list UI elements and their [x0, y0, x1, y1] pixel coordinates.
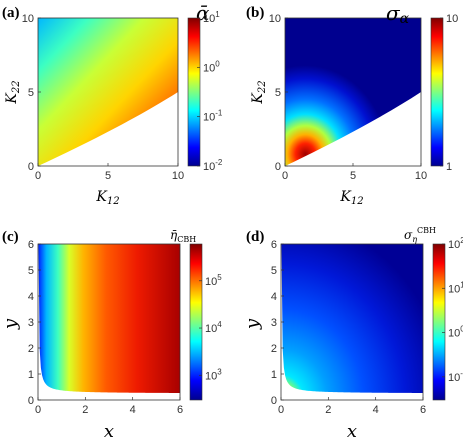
heatmap-b-field [285, 18, 421, 166]
y-tick-label: 10 [22, 13, 34, 25]
axes-a-ticks: 0 5 10 0 5 10 [22, 13, 184, 182]
y-tick-label: 3 [28, 317, 34, 329]
colorbar-tick-label: 10 [446, 13, 458, 25]
x-tick-label: 5 [350, 170, 356, 182]
colorbar-tick-label: 105 [205, 273, 222, 288]
xlabel-c: x [104, 421, 114, 442]
y-tick-label: 5 [275, 87, 281, 99]
x-tick-label: 2 [325, 404, 331, 416]
colorbar-d [432, 243, 446, 401]
y-tick-label: 2 [271, 343, 277, 355]
y-tick-label: 6 [28, 239, 34, 251]
colorbar-c-ticks: 105 104 103 [199, 273, 222, 382]
heatmap-a-field [38, 18, 178, 166]
colorbar-b [430, 17, 444, 167]
y-tick-label: 5 [271, 265, 277, 277]
title-d: σηCBH [404, 226, 436, 244]
ylabel-b: K22 [250, 80, 268, 104]
heatmap-c [38, 244, 180, 393]
axes-b-ticks: 0 5 10 0 5 10 [269, 13, 427, 182]
heatmap-a [38, 18, 178, 166]
axes-d-ticks: 0 2 4 6 0 1 2 3 4 5 6 [271, 239, 426, 416]
colorbar-tick-label: 10-1 [203, 109, 223, 124]
y-tick-label: 0 [28, 395, 34, 407]
heatmap-b [285, 18, 421, 166]
colorbar-tick-label: 104 [205, 320, 222, 335]
y-tick-label: 1 [271, 369, 277, 381]
panel-c: 0 2 4 6 0 1 2 3 4 5 6 (c) η̄CBH x y 105 104 103 [0, 228, 222, 442]
y-tick-label: 0 [271, 395, 277, 407]
ylabel-a: K22 [4, 80, 22, 104]
y-tick-label: 1 [28, 369, 34, 381]
colorbar-tick-label: 100 [203, 59, 220, 74]
panel-d: 0 2 4 6 0 1 2 3 4 5 6 (d) σηCBH x y 102 101 100 10-1 [242, 226, 463, 442]
colorbar-tick-label: 101 [448, 280, 463, 295]
colorbar-tick-label: 103 [205, 367, 222, 382]
y-tick-label: 5 [28, 265, 34, 277]
ylabel-c: y [0, 318, 21, 330]
heatmap-d [281, 244, 423, 393]
y-tick-label: 3 [271, 317, 277, 329]
ylabel-d: y [242, 318, 263, 330]
xlabel-b: K12 [339, 189, 363, 207]
panel-label-a: (a) [2, 5, 20, 21]
colorbar-b-ticks: 10 1 [440, 13, 458, 173]
colorbar-tick-label: 10-1 [448, 369, 463, 384]
y-tick-label: 4 [271, 291, 277, 303]
panel-b: 0 5 10 0 5 10 (b) σα K12 K22 10 1 [246, 1, 458, 207]
colorbar-a-ticks: 101 100 10-1 10-2 [197, 10, 223, 173]
panel-label-b: (b) [246, 5, 264, 21]
colorbar-d-ticks: 102 101 100 10-1 [442, 236, 463, 384]
heatmap-c-field [38, 244, 180, 393]
colorbar-tick-label: 100 [448, 325, 463, 340]
x-tick-label: 10 [415, 170, 427, 182]
x-tick-label: 6 [177, 404, 183, 416]
title-b: σα [386, 1, 410, 27]
xlabel-a: K12 [95, 189, 119, 207]
y-tick-label: 4 [28, 291, 34, 303]
heatmap-d-field [281, 244, 423, 393]
x-tick-label: 4 [373, 404, 379, 416]
xlabel-d: x [347, 421, 357, 442]
colorbar-tick-label: 1 [446, 161, 452, 173]
y-tick-label: 0 [275, 161, 281, 173]
y-tick-label: 10 [269, 13, 281, 25]
y-tick-label: 6 [271, 239, 277, 251]
colorbar-c [189, 243, 203, 401]
x-tick-label: 0 [278, 404, 284, 416]
x-tick-label: 6 [420, 404, 426, 416]
colorbar-a [187, 17, 201, 167]
colorbar-tick-label: 101 [203, 10, 220, 25]
x-tick-label: 4 [130, 404, 136, 416]
x-tick-label: 10 [172, 170, 184, 182]
panel-label-d: (d) [246, 229, 264, 245]
x-tick-label: 0 [282, 170, 288, 182]
colorbar-tick-label: 102 [448, 236, 463, 251]
y-tick-label: 0 [28, 161, 34, 173]
panel-label-c: (c) [2, 229, 19, 245]
x-tick-label: 0 [35, 404, 41, 416]
x-tick-label: 5 [105, 170, 111, 182]
title-c: η̄CBH [170, 228, 196, 244]
colorbar-tick-label: 10-2 [203, 158, 223, 173]
axes-c-ticks: 0 2 4 6 0 1 2 3 4 5 6 [28, 239, 183, 416]
x-tick-label: 0 [35, 170, 41, 182]
y-tick-label: 5 [28, 87, 34, 99]
y-tick-label: 2 [28, 343, 34, 355]
x-tick-label: 2 [82, 404, 88, 416]
